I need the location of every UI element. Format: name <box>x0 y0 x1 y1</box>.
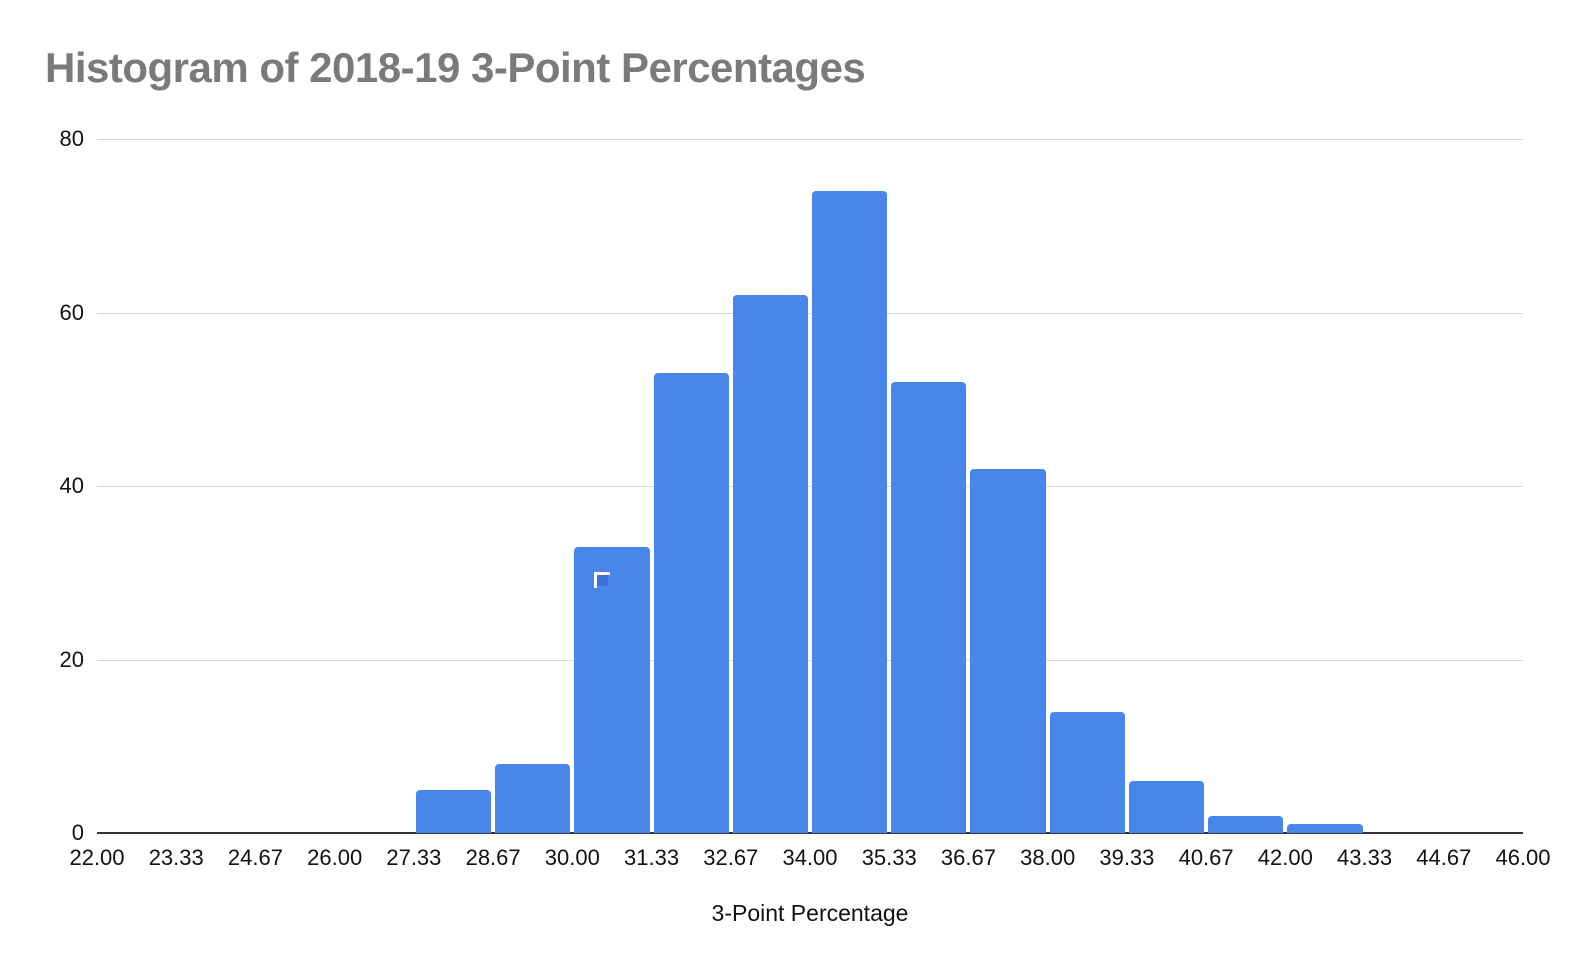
histogram-bar[interactable] <box>732 295 808 833</box>
x-axis-tick-label: 26.00 <box>307 845 363 870</box>
x-axis-tick-label: 38.00 <box>1020 845 1076 870</box>
x-axis-baseline <box>97 832 1523 834</box>
x-axis-tick-label: 30.00 <box>544 845 600 870</box>
histogram-bar[interactable] <box>415 789 492 833</box>
x-axis-title: 3-Point Percentage <box>711 900 909 926</box>
x-axis-tick-label: 44.67 <box>1416 845 1472 870</box>
cursor-inner-square <box>597 575 608 586</box>
chart-title: Histogram of 2018-19 3-Point Percentages <box>45 44 866 91</box>
x-axis-tick-label: 40.67 <box>1178 845 1234 870</box>
histogram-bar[interactable] <box>812 191 888 833</box>
x-axis-tick-label: 28.67 <box>465 845 521 870</box>
x-axis-tick-label: 27.33 <box>386 845 442 870</box>
y-axis-tick-label: 0 <box>71 820 84 845</box>
cursor-icon <box>594 572 610 588</box>
y-axis-tick-label: 20 <box>59 646 84 672</box>
x-axis-tick-label: 39.33 <box>1099 845 1155 870</box>
y-axis-tick-label: 80 <box>59 126 84 151</box>
x-axis-tick-label: 32.67 <box>703 845 759 870</box>
histogram-bar[interactable] <box>495 763 571 833</box>
x-axis-tick-label: 22.00 <box>69 845 125 870</box>
y-axis-tick-label: 40 <box>59 473 84 498</box>
histogram-bar[interactable] <box>653 373 729 833</box>
x-axis-tick-label: 42.00 <box>1257 845 1313 870</box>
gridline <box>97 139 1523 140</box>
histogram-bar[interactable] <box>1208 815 1284 833</box>
x-axis-tick-label: 23.33 <box>148 845 204 870</box>
x-axis-tick-label: 36.67 <box>940 845 996 870</box>
x-axis-tick-label: 46.00 <box>1495 845 1551 870</box>
histogram-bar[interactable] <box>1128 780 1205 833</box>
x-axis-tick-label: 31.33 <box>624 845 680 870</box>
histogram-bar[interactable] <box>574 546 650 833</box>
histogram-bar[interactable] <box>1049 711 1125 833</box>
gridline <box>97 486 1523 487</box>
histogram-bar[interactable] <box>970 468 1046 833</box>
x-axis-tick-label: 43.33 <box>1337 845 1393 870</box>
histogram-bar[interactable] <box>1287 824 1363 833</box>
x-axis-tick-label: 35.33 <box>861 845 917 870</box>
gridline <box>97 659 1523 661</box>
gridline <box>97 312 1523 314</box>
y-axis-tick-label: 60 <box>59 299 84 325</box>
x-axis-tick-label: 34.00 <box>782 845 838 870</box>
x-axis-tick-label: 24.67 <box>227 845 283 870</box>
histogram-bar[interactable] <box>891 381 967 833</box>
